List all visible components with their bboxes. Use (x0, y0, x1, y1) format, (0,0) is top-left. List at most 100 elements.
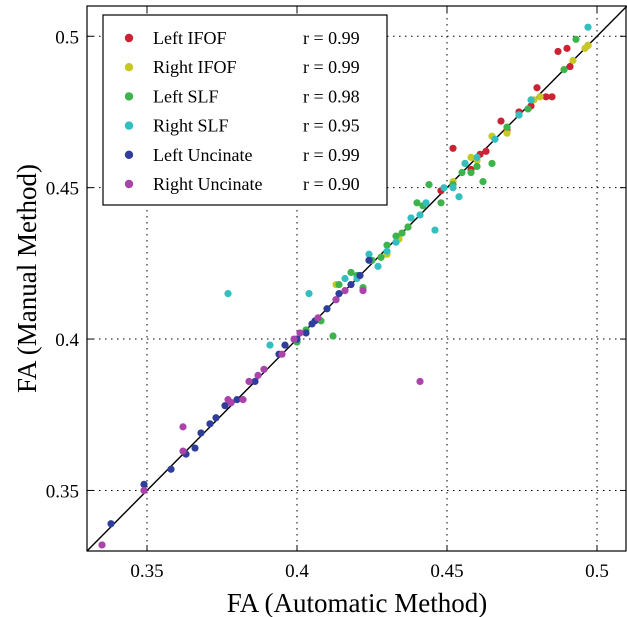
data-point (254, 371, 262, 379)
data-point (473, 153, 481, 161)
data-point (191, 444, 199, 452)
data-point (281, 341, 289, 349)
data-point (503, 129, 511, 137)
legend-label: Left SLF (153, 86, 219, 106)
data-point (392, 238, 400, 246)
data-point (365, 256, 373, 264)
legend-marker (124, 62, 134, 72)
data-point (416, 377, 424, 386)
data-point (377, 253, 385, 261)
data-point (347, 280, 355, 289)
y-tick-label: 0.35 (46, 481, 79, 502)
data-points (98, 23, 592, 549)
data-point (449, 144, 457, 152)
data-point (347, 268, 355, 277)
data-point (212, 414, 220, 422)
legend-r-value: r = 0.90 (303, 174, 360, 194)
data-point (98, 541, 106, 549)
data-point (449, 184, 457, 192)
data-point (392, 232, 400, 240)
data-point (329, 332, 337, 340)
data-point (437, 199, 445, 207)
data-point (554, 47, 562, 56)
data-point (431, 226, 439, 234)
y-axis-label: FA (Manual Method) (12, 164, 42, 393)
x-tick-label: 0.35 (130, 561, 163, 582)
data-point (497, 117, 505, 125)
legend-label: Right IFOF (153, 57, 237, 77)
data-point (260, 365, 268, 373)
data-point (491, 135, 499, 143)
x-tick-label: 0.4 (285, 561, 309, 582)
legend-marker (124, 92, 134, 101)
y-tick-label: 0.4 (55, 330, 79, 351)
x-tick-label: 0.5 (585, 561, 609, 582)
legend-marker (124, 33, 134, 43)
legend-label: Left IFOF (153, 28, 227, 48)
x-tick-label: 0.45 (430, 561, 463, 582)
legend-item: Right SLF r = 0.95 (124, 116, 360, 136)
data-point (404, 223, 412, 231)
legend-r-value: r = 0.98 (303, 86, 360, 106)
data-point (305, 290, 313, 298)
data-point (140, 486, 148, 495)
legend-marker (124, 121, 134, 130)
data-point (221, 402, 229, 410)
data-point (359, 287, 367, 295)
data-point (341, 287, 349, 295)
legend-r-value: r = 0.99 (303, 28, 360, 48)
series-3 (224, 23, 592, 349)
data-point (533, 84, 541, 92)
plot-area-frame (86, 5, 627, 552)
data-point (461, 159, 469, 168)
data-point (374, 262, 382, 270)
series-5 (98, 287, 424, 549)
legend-label: Right Uncinate (153, 174, 262, 194)
data-point (566, 62, 574, 71)
data-point (542, 93, 550, 101)
data-point (467, 153, 475, 161)
data-point (239, 396, 247, 404)
data-point (572, 35, 580, 43)
data-point (527, 96, 535, 104)
data-point (503, 123, 511, 131)
data-point (365, 250, 373, 258)
legend-marker (124, 150, 134, 159)
data-point (584, 23, 592, 31)
data-point (302, 329, 310, 337)
data-point (455, 193, 463, 201)
data-point (245, 377, 253, 386)
data-point (425, 181, 433, 189)
axis-ticks: 0.35 0.4 0.45 0.5 0.35 0.4 0.45 0.5 (46, 6, 626, 582)
data-point (467, 168, 475, 177)
legend-item: Left IFOF r = 0.99 (124, 28, 360, 48)
data-point (536, 93, 544, 101)
data-point (383, 247, 391, 255)
data-point (413, 199, 421, 207)
data-point (296, 329, 304, 337)
data-point (290, 335, 298, 343)
legend-r-value: r = 0.99 (303, 145, 360, 165)
data-point (323, 305, 331, 313)
x-axis-label: FA (Automatic Method) (227, 588, 487, 617)
data-point (179, 423, 187, 431)
legend-box (102, 14, 388, 206)
data-point (515, 111, 523, 119)
legend-marker (124, 179, 134, 189)
data-point (197, 429, 205, 437)
data-point (560, 65, 568, 74)
legend-r-value: r = 0.95 (303, 116, 360, 136)
data-point (266, 341, 274, 349)
data-point (407, 214, 415, 222)
data-point (398, 229, 406, 237)
data-point (488, 159, 496, 168)
data-point (206, 420, 214, 428)
legend-label: Left Uncinate (153, 145, 252, 165)
legend-item: Left Uncinate r = 0.99 (124, 145, 360, 165)
legend-item: Right Uncinate r = 0.90 (124, 174, 360, 194)
data-point (548, 93, 556, 101)
legend-item: Right IFOF r = 0.99 (124, 57, 360, 77)
data-point (167, 465, 175, 473)
